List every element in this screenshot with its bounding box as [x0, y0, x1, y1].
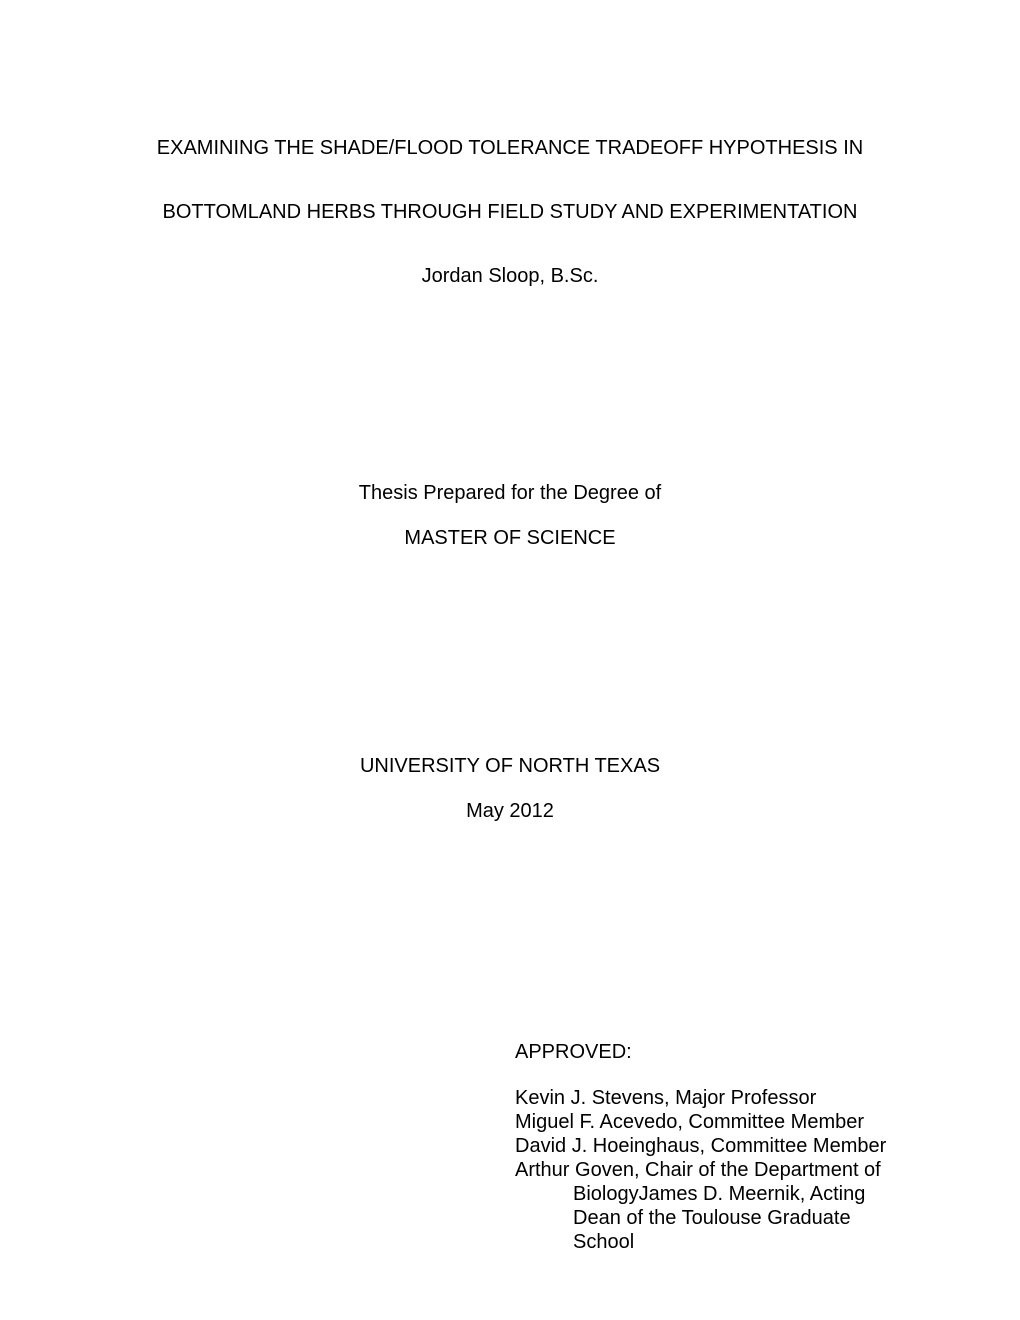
prepared-for-line: Thesis Prepared for the Degree of — [115, 482, 905, 505]
approved-block: APPROVED: Kevin J. Stevens, Major Profes… — [515, 1041, 905, 1254]
committee-member-4-line1: Arthur Goven, Chair of the Department of — [515, 1158, 905, 1182]
title-line-1: EXAMINING THE SHADE/FLOOD TOLERANCE TRAD… — [115, 128, 905, 168]
title-block: EXAMINING THE SHADE/FLOOD TOLERANCE TRAD… — [115, 128, 905, 296]
committee-member-4-line4: School — [515, 1230, 905, 1254]
university-block: UNIVERSITY OF NORTH TEXAS May 2012 — [115, 755, 905, 823]
committee-member-3: David J. Hoeinghaus, Committee Member — [515, 1134, 905, 1158]
thesis-date: May 2012 — [115, 800, 905, 823]
author-name: Jordan Sloop, B.Sc. — [115, 256, 905, 296]
approved-heading: APPROVED: — [515, 1041, 905, 1064]
committee-member-2: Miguel F. Acevedo, Committee Member — [515, 1110, 905, 1134]
title-line-2: BOTTOMLAND HERBS THROUGH FIELD STUDY AND… — [115, 192, 905, 232]
committee-list: Kevin J. Stevens, Major Professor Miguel… — [515, 1086, 905, 1254]
committee-member-1: Kevin J. Stevens, Major Professor — [515, 1086, 905, 1110]
degree-name: MASTER OF SCIENCE — [115, 527, 905, 550]
committee-member-4-line3: Dean of the Toulouse Graduate — [515, 1206, 905, 1230]
university-name: UNIVERSITY OF NORTH TEXAS — [115, 755, 905, 778]
committee-member-4-line2: BiologyJames D. Meernik, Acting — [515, 1182, 905, 1206]
prepared-block: Thesis Prepared for the Degree of MASTER… — [115, 482, 905, 550]
thesis-title-page: EXAMINING THE SHADE/FLOOD TOLERANCE TRAD… — [0, 0, 1020, 1320]
